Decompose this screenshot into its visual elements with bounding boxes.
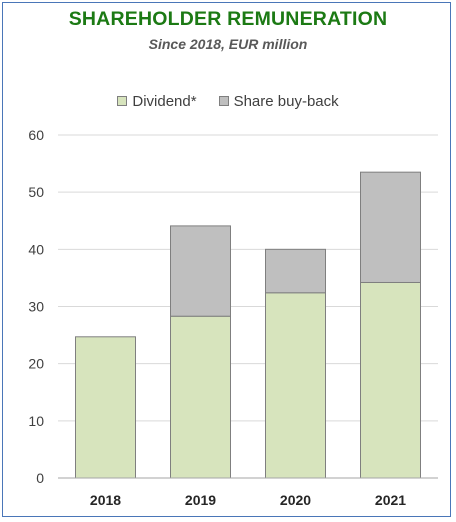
bar-2021-share-buyback bbox=[360, 171, 421, 283]
y-tick-label-30: 30 bbox=[28, 299, 44, 315]
y-tick-label-40: 40 bbox=[28, 241, 44, 257]
chart-title: SHAREHOLDER REMUNERATION bbox=[68, 8, 388, 30]
y-tick-label-0: 0 bbox=[36, 470, 44, 486]
x-tick-label-2021: 2021 bbox=[375, 492, 406, 508]
bar-2021-dividend bbox=[360, 281, 421, 479]
x-tick-label-2019: 2019 bbox=[185, 492, 216, 508]
legend-swatch-dividend bbox=[117, 96, 128, 106]
y-tick-label-50: 50 bbox=[28, 184, 44, 200]
legend-item-dividend: Dividend* bbox=[117, 92, 197, 110]
y-tick-label-60: 60 bbox=[28, 127, 44, 143]
bar-2019-dividend bbox=[170, 315, 231, 479]
bar-2019-share-buyback bbox=[170, 225, 231, 317]
legend-label-share-buyback: Share buy-back bbox=[233, 92, 339, 110]
legend-label-dividend: Dividend* bbox=[132, 92, 197, 110]
bar-2020-dividend bbox=[265, 292, 326, 479]
chart-subtitle: Since 2018, EUR million bbox=[148, 36, 308, 52]
bar-2020-share-buyback bbox=[265, 248, 326, 294]
legend-item-share-buyback: Share buy-back bbox=[218, 92, 339, 110]
y-tick-label-20: 20 bbox=[28, 356, 44, 372]
y-tick-label-10: 10 bbox=[28, 413, 44, 429]
legend-swatch-share-buyback bbox=[218, 96, 229, 106]
bar-2018-dividend bbox=[75, 336, 136, 479]
x-tick-label-2018: 2018 bbox=[90, 492, 121, 508]
chart-legend: Dividend* Share buy-back bbox=[0, 90, 456, 112]
x-tick-label-2020: 2020 bbox=[280, 492, 311, 508]
